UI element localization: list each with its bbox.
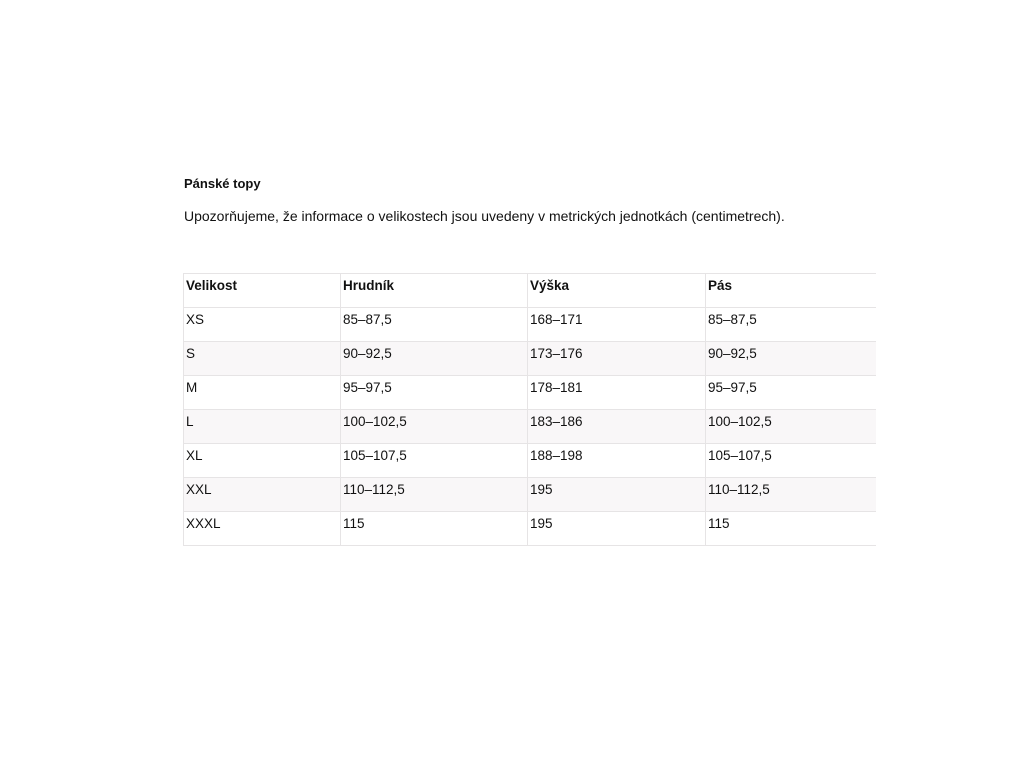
header-velikost: Velikost	[183, 273, 341, 308]
page-title: Pánské topy	[184, 176, 261, 191]
table-cell: 183–186	[527, 409, 706, 444]
table-cell: 173–176	[527, 341, 706, 376]
table-cell: 195	[527, 477, 706, 512]
table-cell: 90–92,5	[340, 341, 528, 376]
table-row: M 95–97,5 178–181 95–97,5	[183, 375, 876, 410]
header-hrudnik: Hrudník	[340, 273, 528, 308]
table-cell: XS	[183, 307, 341, 342]
table-cell: 85–87,5	[340, 307, 528, 342]
table-cell: XXXL	[183, 511, 341, 546]
table-cell: 90–92,5	[705, 341, 876, 376]
table-cell: XL	[183, 443, 341, 478]
table-cell: 168–171	[527, 307, 706, 342]
table-cell: 195	[527, 511, 706, 546]
table-row: XL 105–107,5 188–198 105–107,5	[183, 443, 876, 478]
table-header: Velikost Hrudník Výška Pás	[183, 273, 876, 308]
table-row: L 100–102,5 183–186 100–102,5	[183, 409, 876, 444]
table-cell: 105–107,5	[340, 443, 528, 478]
table-cell: S	[183, 341, 341, 376]
table-cell: L	[183, 409, 341, 444]
table-cell: 188–198	[527, 443, 706, 478]
table-row: S 90–92,5 173–176 90–92,5	[183, 341, 876, 376]
table-cell: 85–87,5	[705, 307, 876, 342]
table-row: XXL 110–112,5 195 110–112,5	[183, 477, 876, 512]
table-cell: 100–102,5	[340, 409, 528, 444]
table-cell: 115	[705, 511, 876, 546]
table-cell: 95–97,5	[340, 375, 528, 410]
size-table: Velikost Hrudník Výška Pás XS 85–87,5 168–…	[183, 273, 876, 546]
table-row: XS 85–87,5 168–171 85–87,5	[183, 307, 876, 342]
header-vyska: Výška	[527, 273, 706, 308]
table-cell: 178–181	[527, 375, 706, 410]
header-pas: Pás	[705, 273, 876, 308]
table-cell: 110–112,5	[705, 477, 876, 512]
table-cell: 105–107,5	[705, 443, 876, 478]
table-cell: 100–102,5	[705, 409, 876, 444]
table-cell: 115	[340, 511, 528, 546]
table-cell: XXL	[183, 477, 341, 512]
metric-note: Upozorňujeme, že informace o velikostech…	[184, 208, 785, 224]
table-cell: 110–112,5	[340, 477, 528, 512]
table-cell: M	[183, 375, 341, 410]
table-row: XXXL 115 195 115	[183, 511, 876, 546]
table-cell: 95–97,5	[705, 375, 876, 410]
